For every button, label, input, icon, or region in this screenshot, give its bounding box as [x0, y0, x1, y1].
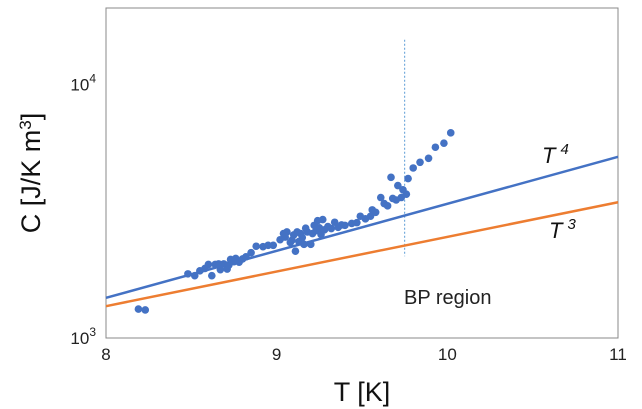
- data-point: [394, 181, 402, 190]
- data-point: [141, 306, 150, 314]
- x-tick-label: 9: [272, 345, 281, 364]
- y-tick-base: 10: [70, 329, 89, 348]
- data-point: [307, 240, 315, 249]
- data-point: [204, 260, 213, 269]
- curve-label-t4-exp: 4: [560, 141, 568, 158]
- data-point: [291, 247, 300, 255]
- data-point: [446, 129, 455, 137]
- y-tick-base: 10: [70, 75, 89, 94]
- data-point: [431, 143, 440, 152]
- data-point: [371, 208, 380, 217]
- y-tick-exp: 3: [89, 325, 96, 339]
- data-point: [298, 233, 307, 242]
- data-point: [134, 305, 143, 313]
- x-tick-label: 8: [101, 345, 110, 364]
- data-point: [242, 252, 250, 261]
- data-point: [409, 164, 418, 172]
- plot-area: [105, 7, 619, 339]
- data-point: [424, 154, 433, 163]
- fit-line-t3: [105, 201, 619, 308]
- data-point: [269, 241, 278, 250]
- data-point: [402, 190, 411, 198]
- data-point: [341, 221, 349, 230]
- data-point: [383, 202, 392, 210]
- data-point: [208, 271, 216, 280]
- data-point: [387, 173, 395, 182]
- data-point: [283, 228, 291, 236]
- data-point: [216, 265, 225, 274]
- data-point: [252, 242, 260, 251]
- curve-label-t3-base: T: [549, 218, 564, 243]
- data-point: [376, 193, 385, 202]
- y-tick-exp: 4: [89, 71, 96, 85]
- data-point: [366, 212, 375, 221]
- data-point: [440, 139, 448, 148]
- data-point: [353, 218, 361, 227]
- data-point: [404, 174, 412, 183]
- y-axis-label-main: C [J/K m: [16, 130, 46, 234]
- data-point: [300, 240, 308, 249]
- y-axis-label-sup: 3: [16, 120, 35, 129]
- x-axis-label: T [K]: [334, 377, 391, 407]
- data-point: [318, 215, 327, 224]
- data-point: [416, 158, 424, 167]
- bp-region-label: BP region: [404, 287, 491, 309]
- plot-series: [105, 39, 619, 314]
- x-tick-label: 10: [438, 345, 457, 364]
- y-tick-label: 103: [70, 325, 96, 348]
- y-tick-label: 104: [70, 71, 96, 94]
- data-point: [327, 224, 336, 233]
- y-axis-label: C [J/K m3]: [16, 113, 47, 234]
- y-axis-label-close: ]: [16, 113, 46, 121]
- curve-label-t3-exp: 3: [567, 216, 576, 233]
- data-point: [184, 270, 192, 278]
- curve-label-t4-base: T: [542, 143, 557, 168]
- x-tick-label: 11: [609, 345, 627, 364]
- data-point: [190, 271, 199, 280]
- data-point: [247, 248, 255, 257]
